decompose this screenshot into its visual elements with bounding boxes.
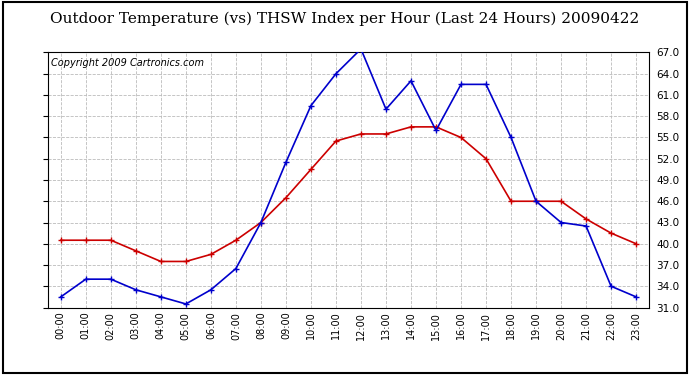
Text: Copyright 2009 Cartronics.com: Copyright 2009 Cartronics.com — [51, 58, 204, 68]
Text: Outdoor Temperature (vs) THSW Index per Hour (Last 24 Hours) 20090422: Outdoor Temperature (vs) THSW Index per … — [50, 11, 640, 26]
